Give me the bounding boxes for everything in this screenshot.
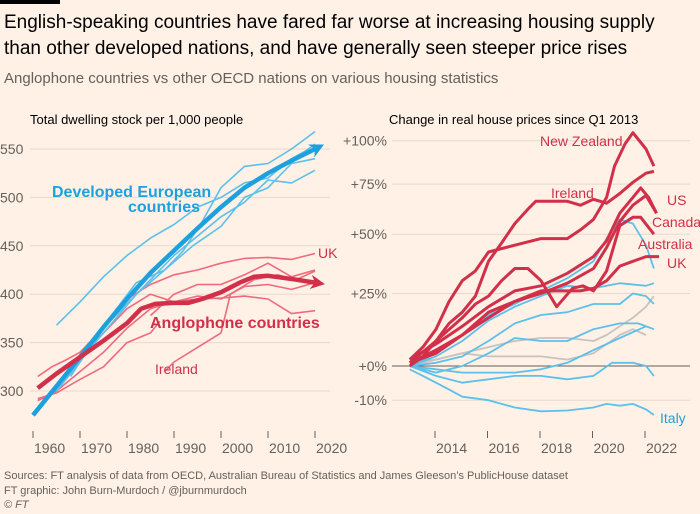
label-europe-1: Developed European: [52, 184, 211, 201]
series-line-country: [55, 143, 316, 326]
x-tick-label: 2018: [541, 440, 572, 456]
x-tick-label: 2014: [436, 440, 467, 456]
series-line-country: [409, 328, 647, 367]
label-europe-2: countries: [128, 199, 200, 216]
y-tick-label: +100%: [343, 133, 387, 149]
ft-brand-bar: [0, 0, 60, 4]
y-tick-label: 450: [0, 238, 24, 254]
series-line-country: [409, 361, 655, 384]
right-chart-title: Change in real house prices since Q1 201…: [389, 112, 638, 127]
y-tick-label: 550: [0, 141, 24, 157]
series-line-ireland: [37, 320, 161, 400]
x-tick-label: 1990: [175, 440, 206, 456]
label-ireland: Ireland: [155, 361, 198, 377]
label-italy: Italy: [660, 410, 686, 426]
x-tick-label: 2020: [316, 440, 347, 456]
series-line-anglophone-countries: [36, 273, 325, 390]
x-tick-label: 1970: [81, 440, 112, 456]
y-tick-label: +25%: [351, 285, 387, 301]
label-anglophone: Anglophone countries: [150, 315, 320, 332]
copyright-note: © FT: [4, 499, 29, 511]
chart-title: English-speaking countries have fared fa…: [4, 12, 655, 59]
series-line-country: [409, 282, 655, 367]
x-tick-label: 2016: [489, 440, 520, 456]
chart-subtitle: Anglophone countries vs other OECD natio…: [4, 70, 499, 87]
series-line-uk: [409, 255, 660, 365]
y-tick-label: 500: [0, 189, 24, 205]
x-tick-label: 2000: [222, 440, 253, 456]
x-tick-label: 2020: [594, 440, 625, 456]
series-line-uk: [37, 252, 316, 378]
x-tick-label: 1960: [34, 440, 65, 456]
series-line-canada: [408, 215, 656, 364]
series-line-country: [409, 322, 655, 374]
x-tick-label: 2022: [646, 440, 677, 456]
sources-note: Sources: FT analysis of data from OECD, …: [4, 470, 568, 482]
label-canada: Canada: [652, 214, 700, 230]
series-line-country: [37, 281, 316, 402]
y-tick-label: +75%: [351, 176, 387, 192]
y-tick-label: 300: [0, 383, 24, 399]
label-australia: Australia: [638, 236, 693, 252]
y-tick-label: -10%: [354, 392, 387, 408]
x-tick-label: 1980: [128, 440, 159, 456]
series-line-italy: [409, 368, 655, 416]
x-tick-label: 2010: [269, 440, 300, 456]
series-line-ireland: [408, 169, 655, 368]
y-tick-label: +50%: [351, 226, 387, 242]
series-line-country: [409, 325, 647, 374]
series-line-country: [409, 292, 655, 367]
credit-note: FT graphic: John Burn-Murdoch / @jburnmu…: [4, 485, 247, 497]
left-chart-title: Total dwelling stock per 1,000 people: [30, 112, 243, 127]
y-tick-label: 350: [0, 335, 24, 351]
label-us: US: [667, 192, 686, 208]
label-uk: UK: [318, 245, 338, 261]
series-line-new-zealand: [408, 131, 656, 361]
label-uk: UK: [667, 255, 687, 271]
label-ireland: Ireland: [551, 185, 594, 201]
label-new-zealand: New Zealand: [540, 133, 623, 149]
series-line-country: [149, 262, 316, 317]
series-line-us: [409, 186, 658, 361]
y-tick-label: +0%: [359, 358, 387, 374]
y-tick-label: 400: [0, 286, 24, 302]
